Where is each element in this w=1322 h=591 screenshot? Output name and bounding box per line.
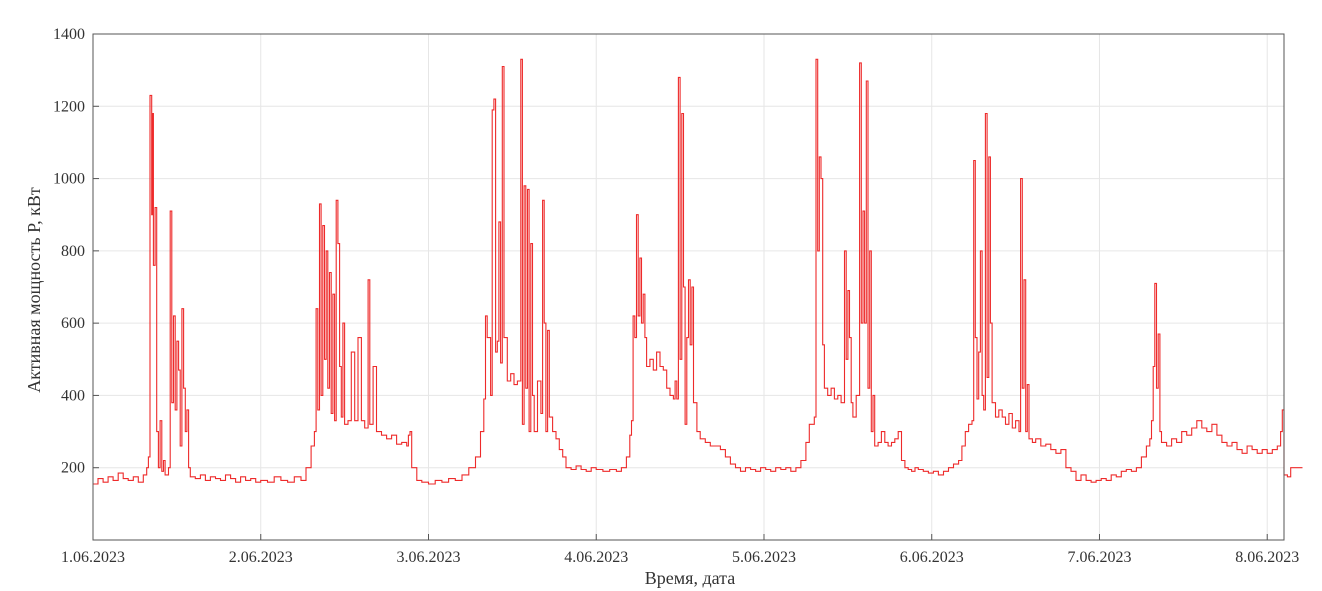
x-axis-label: Время, дата	[645, 568, 735, 588]
x-tick-label: 8.06.2023	[1235, 549, 1299, 566]
y-tick-label: 1400	[53, 26, 85, 43]
y-tick-label: 200	[61, 460, 85, 477]
series-layer	[93, 58, 1303, 485]
plot-frame	[92, 33, 1285, 541]
x-tick-label: 3.06.2023	[396, 549, 460, 566]
x-tick-label: 6.06.2023	[900, 549, 964, 566]
y-tick-labels: 200 400 600 800 1000 1200 1400	[53, 26, 85, 477]
y-tick-label: 1000	[53, 171, 85, 188]
x-tick-labels: 1.06.2023 2.06.2023 3.06.2023 4.06.2023 5.06…	[61, 549, 1299, 566]
x-tick-label: 2.06.2023	[229, 549, 293, 566]
y-tick-label: 400	[61, 387, 85, 404]
grid-lines	[92, 33, 1284, 540]
x-tick-label: 5.06.2023	[732, 549, 796, 566]
series-line-0	[93, 58, 1303, 485]
y-tick-label: 1200	[53, 98, 85, 115]
y-tick-label: 800	[61, 243, 85, 260]
axis-ticks	[92, 33, 1268, 540]
x-tick-label: 4.06.2023	[564, 549, 628, 566]
x-tick-label: 7.06.2023	[1067, 549, 1131, 566]
y-axis-label: Активная мощность P, кВт	[24, 187, 44, 393]
x-tick-label: 1.06.2023	[61, 549, 125, 566]
y-tick-label: 600	[61, 315, 85, 332]
